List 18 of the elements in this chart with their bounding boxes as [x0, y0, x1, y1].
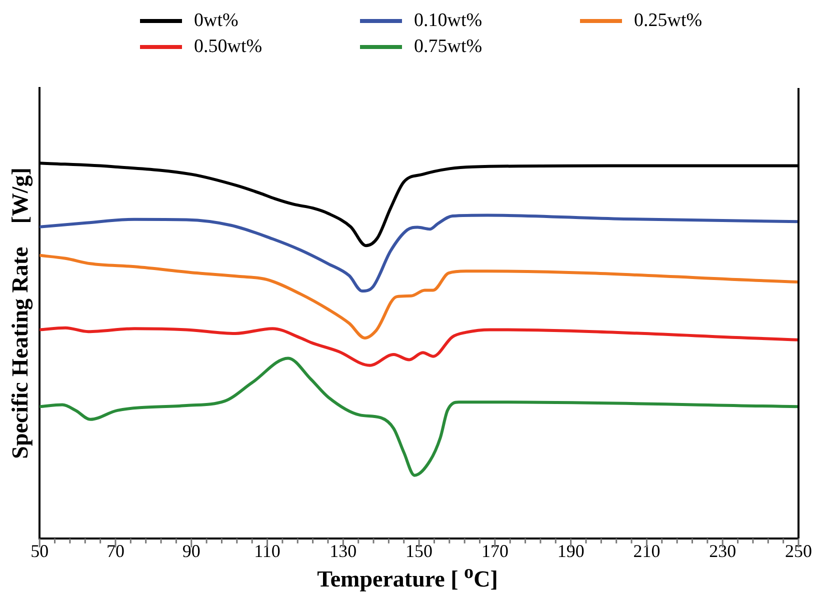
x-axis-title: Temperature [ $^{o}$C]: [316, 562, 499, 593]
x-tick-label: 210: [633, 540, 660, 561]
x-tick-label: 150: [406, 540, 433, 561]
legend-label: 0.25wt%: [634, 10, 702, 32]
legend-label: 0.75wt%: [414, 36, 482, 58]
x-tick-label: 130: [330, 540, 357, 561]
x-tick-label: 170: [481, 540, 508, 561]
y-axis-title: Specific Heating Rate [W/g]: [8, 168, 34, 459]
x-tick-label: 250: [785, 540, 812, 561]
x-tick-label: 70: [106, 540, 124, 561]
x-tick-label: 90: [182, 540, 200, 561]
legend-label: 0.10wt%: [414, 10, 482, 32]
x-tick-label: 230: [709, 540, 736, 561]
x-tick-label: 110: [254, 540, 280, 561]
legend-label: 0.50wt%: [194, 36, 262, 58]
x-tick-label: 190: [557, 540, 584, 561]
legend-label: 0wt%: [194, 10, 238, 32]
x-tick-label: 50: [30, 540, 49, 561]
